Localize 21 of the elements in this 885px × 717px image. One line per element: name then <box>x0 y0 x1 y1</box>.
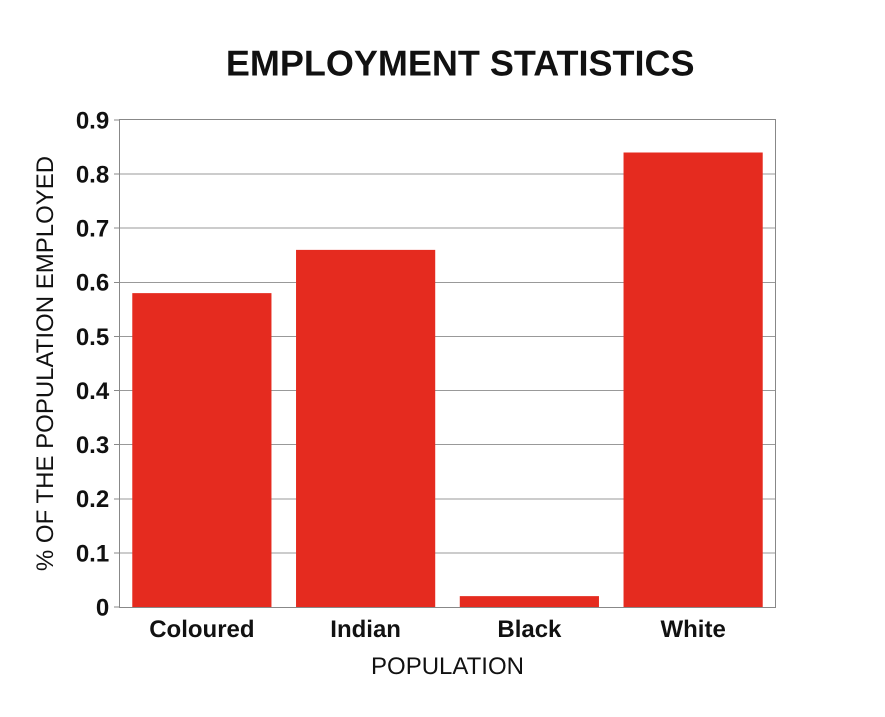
bar <box>132 293 272 607</box>
y-tick-label: 0.1 <box>76 540 110 568</box>
y-tick-label: 0 <box>96 594 110 622</box>
y-tick-label: 0.6 <box>76 270 110 297</box>
chart-title: EMPLOYMENT STATISTICS <box>226 42 695 84</box>
bar <box>460 596 599 607</box>
y-axis-title: % OF THE POPULATION EMPLOYED <box>32 156 59 572</box>
y-tick-label: 0.9 <box>76 107 110 134</box>
x-tick-label: Coloured <box>149 616 255 643</box>
y-tick-label: 0.4 <box>76 378 110 405</box>
y-tick-label: 0.8 <box>76 162 110 189</box>
x-tick-label: White <box>660 616 726 643</box>
x-axis-title: POPULATION <box>371 653 524 680</box>
y-tick-label: 0.5 <box>76 324 110 351</box>
bar <box>296 250 436 607</box>
y-tick-label: 0.2 <box>76 486 110 514</box>
y-tick-label: 0.3 <box>76 432 110 460</box>
x-tick-label: Black <box>497 616 562 643</box>
x-tick-label: Indian <box>330 616 401 643</box>
y-tick-label: 0.7 <box>76 216 110 243</box>
bar <box>624 152 763 607</box>
